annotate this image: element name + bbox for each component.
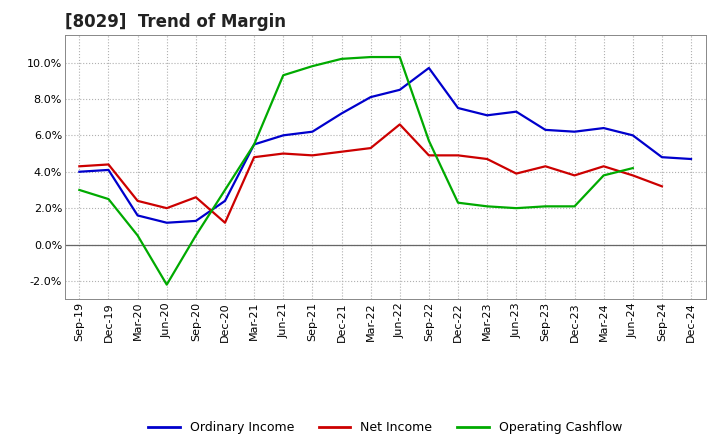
Legend: Ordinary Income, Net Income, Operating Cashflow: Ordinary Income, Net Income, Operating C… — [143, 416, 627, 439]
Text: [8029]  Trend of Margin: [8029] Trend of Margin — [65, 13, 286, 31]
